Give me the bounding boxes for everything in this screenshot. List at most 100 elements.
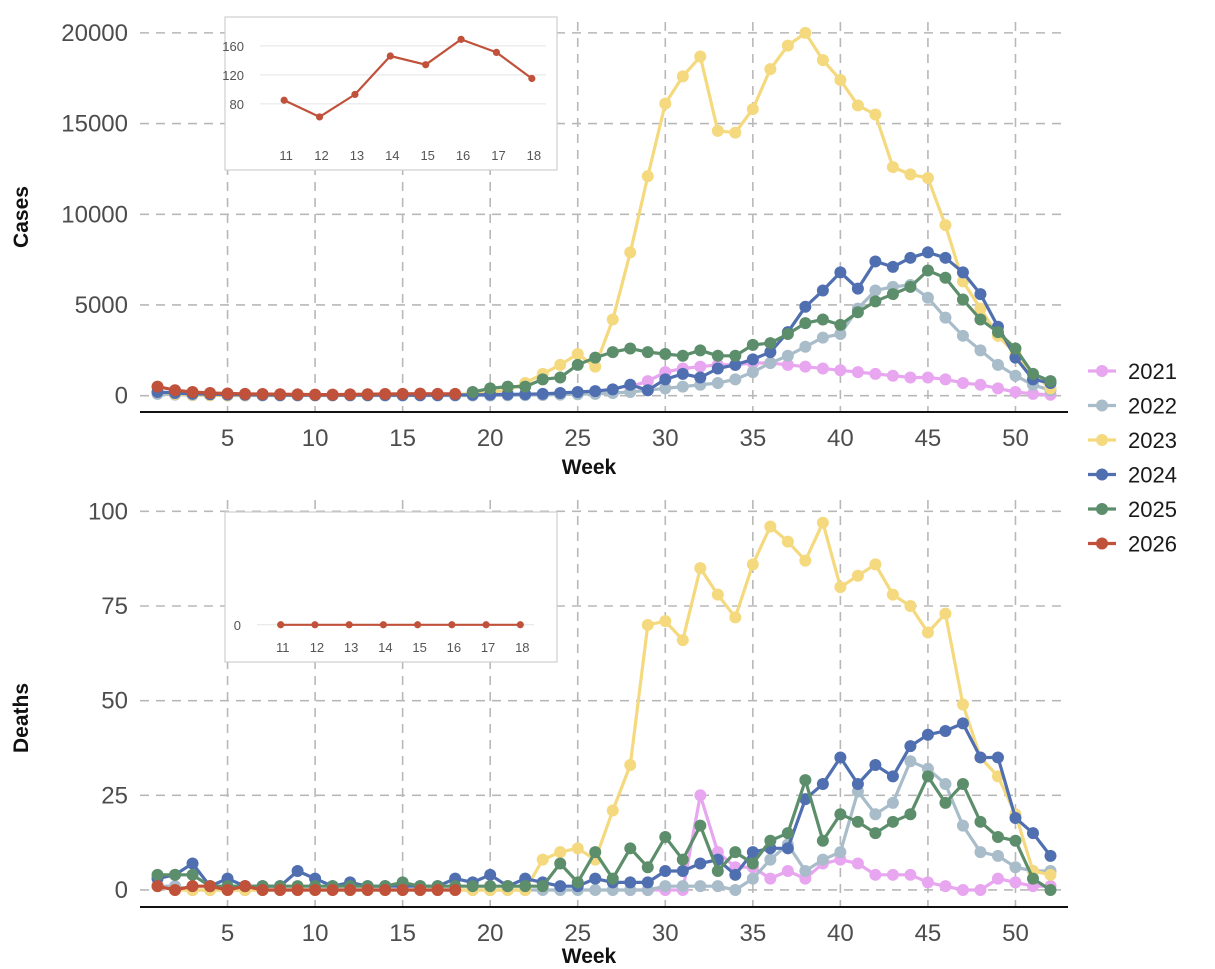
data-point-2024 (816, 284, 829, 297)
data-point-2024 (921, 728, 934, 741)
data-point-2025 (816, 834, 829, 847)
inset-x-tick-label: 17 (491, 148, 505, 163)
data-point-2023 (816, 516, 829, 529)
inset-x-tick-label: 11 (279, 148, 293, 163)
legend-item-2023: 2023 (1088, 428, 1177, 453)
data-point-2025 (939, 271, 952, 284)
data-point-2025 (921, 264, 934, 277)
data-point-2025 (554, 857, 567, 870)
data-point-2025 (484, 382, 497, 395)
data-point-2021 (886, 868, 899, 881)
inset-y-tick-label: 80 (230, 97, 244, 112)
data-point-2026 (516, 621, 524, 629)
data-point-2022 (816, 853, 829, 866)
data-point-2024 (1026, 827, 1039, 840)
data-point-2024 (939, 724, 952, 737)
data-point-2025 (676, 853, 689, 866)
data-point-2023 (939, 607, 952, 620)
data-point-2021 (904, 868, 917, 881)
data-point-2023 (851, 99, 864, 112)
data-point-2025 (186, 868, 199, 881)
data-point-2024 (641, 876, 654, 889)
data-point-2024 (816, 777, 829, 790)
data-point-2021 (851, 366, 864, 379)
data-point-2024 (939, 251, 952, 264)
y-tick-label: 50 (101, 688, 128, 715)
data-point-2026 (422, 61, 430, 69)
data-point-2022 (834, 846, 847, 859)
data-point-2025 (781, 328, 794, 340)
data-point-2023 (781, 535, 794, 548)
data-point-2022 (869, 284, 882, 297)
data-point-2025 (589, 846, 602, 859)
data-point-2022 (974, 344, 987, 357)
data-point-2025 (536, 880, 549, 893)
data-point-2024 (834, 266, 847, 279)
data-point-2022 (1009, 861, 1022, 874)
data-point-2024 (659, 865, 672, 878)
data-point-2021 (956, 376, 969, 389)
data-point-2026 (274, 388, 287, 401)
data-point-2021 (991, 382, 1004, 395)
data-point-2025 (851, 306, 864, 319)
data-point-2026 (482, 621, 490, 629)
data-point-2021 (991, 872, 1004, 885)
data-point-2026 (169, 883, 182, 896)
data-point-2024 (729, 868, 742, 881)
inset-frame (224, 511, 558, 663)
data-point-2023 (974, 302, 987, 315)
data-point-2023 (659, 97, 672, 110)
data-point-2026 (204, 880, 217, 893)
data-point-2026 (315, 113, 324, 121)
inset-x-tick-label: 18 (515, 640, 529, 655)
legend-item-2025: 2025 (1088, 497, 1177, 522)
data-point-2024 (659, 373, 672, 386)
data-point-2024 (729, 358, 742, 371)
data-point-2026 (326, 388, 339, 401)
data-point-2026 (239, 880, 252, 893)
deaths-inset-panel: 0 11 12 13 14 15 16 17 18 (224, 511, 558, 663)
data-point-2025 (466, 386, 479, 399)
data-point-2022 (991, 849, 1004, 862)
legend-label: 2026 (1128, 532, 1177, 557)
y-tick-label: 0 (115, 383, 128, 410)
data-point-2025 (589, 351, 602, 364)
inset-x-tick-label: 16 (447, 640, 461, 655)
data-point-2022 (974, 846, 987, 859)
series-line-2024 (155, 250, 1053, 397)
x-tick-label: 10 (302, 425, 329, 452)
data-point-2025 (624, 842, 637, 855)
data-point-2023 (536, 853, 549, 866)
series-line-2025 (155, 774, 1053, 892)
data-point-2024 (869, 255, 882, 268)
data-point-2023 (939, 219, 952, 232)
legend-swatch-marker (1096, 503, 1108, 515)
legend-swatch-marker (1096, 537, 1108, 550)
data-point-2023 (851, 569, 864, 582)
data-point-2023 (799, 554, 812, 567)
data-point-2026 (186, 880, 199, 893)
inset-x-tick-label: 14 (385, 148, 399, 163)
data-point-2021 (816, 362, 829, 375)
y-axis-title: Cases (10, 186, 33, 248)
data-point-2026 (291, 388, 304, 401)
data-point-2026 (361, 388, 374, 401)
data-point-2026 (351, 90, 359, 99)
data-point-2025 (834, 808, 847, 821)
x-tick-label: 30 (652, 425, 679, 452)
data-point-2022 (799, 340, 812, 353)
data-point-2021 (1009, 386, 1022, 399)
data-point-2024 (834, 751, 847, 764)
data-point-2026 (186, 386, 199, 399)
data-point-2023 (589, 360, 602, 373)
data-point-2025 (799, 774, 812, 787)
data-point-2023 (799, 26, 812, 39)
data-point-2025 (519, 880, 532, 893)
legend-item-2022: 2022 (1088, 394, 1177, 419)
x-tick-label: 45 (915, 920, 942, 947)
data-point-2021 (799, 360, 812, 373)
data-point-2021 (764, 872, 777, 885)
data-point-2021 (921, 876, 934, 889)
data-point-2023 (956, 698, 969, 711)
inset-y-tick-label: 120 (222, 68, 244, 83)
